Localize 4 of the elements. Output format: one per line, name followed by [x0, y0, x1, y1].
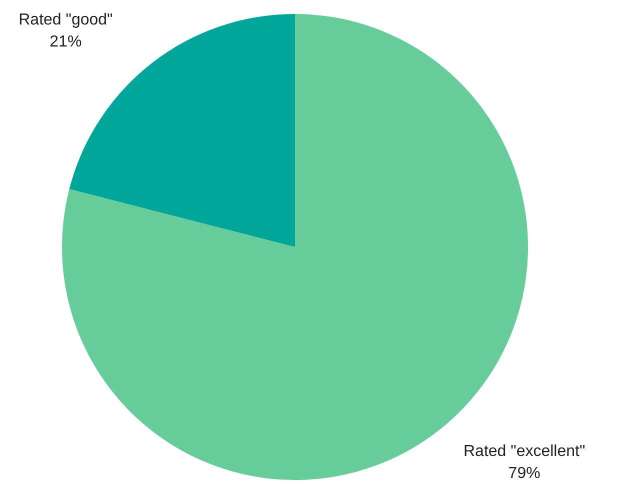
- data-label: 21%: [50, 34, 82, 51]
- slice-label: Rated "good": [18, 12, 113, 29]
- slice-label: Rated "excellent": [463, 443, 586, 460]
- data-label: 79%: [508, 465, 540, 482]
